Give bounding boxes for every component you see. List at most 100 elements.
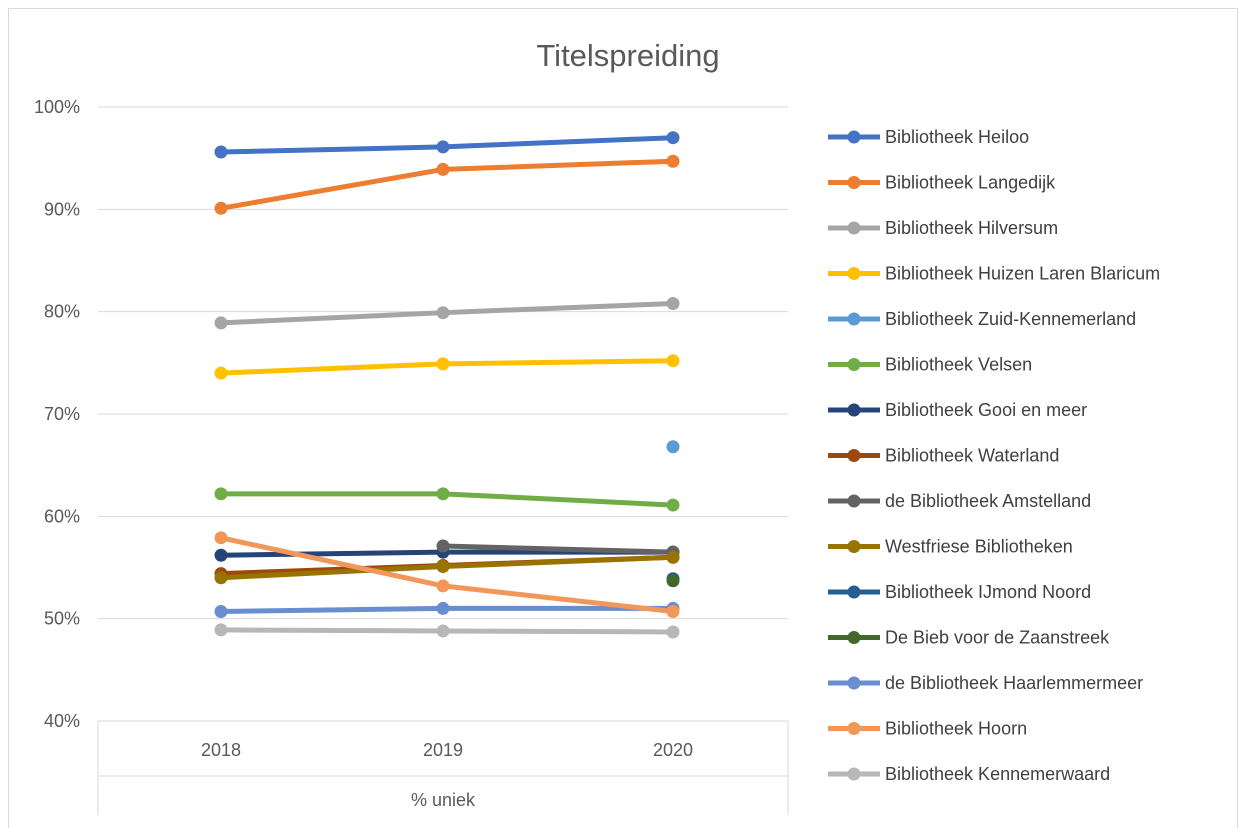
legend-swatch-marker [847,176,861,189]
x-axis-title: % uniek [411,790,476,810]
legend-label: Bibliotheek Hoorn [885,719,1027,739]
x-tick-label: 2019 [423,740,463,760]
data-point [436,559,450,573]
chart-title: Titelspreiding [536,38,719,73]
legend-item: Bibliotheek Velsen [828,355,1032,375]
legend-label: Bibliotheek Huizen Laren Blaricum [885,264,1160,284]
legend-swatch-marker [847,540,861,553]
series-0 [214,131,680,159]
legend-swatch-marker [847,494,861,508]
data-point [666,154,680,168]
legend-label: Westfriese Bibliotheken [885,537,1073,557]
legend-label: Bibliotheek Velsen [885,355,1032,375]
data-point [214,605,228,619]
legend-item: de Bibliotheek Haarlemmermeer [828,673,1143,693]
legend-swatch-marker [847,312,861,326]
data-point [436,357,450,371]
legend-label: Bibliotheek IJmond Noord [885,582,1091,602]
legend-label: De Bieb voor de Zaanstreek [885,628,1110,648]
data-point [436,306,450,320]
legend-swatch-marker [847,267,861,280]
legend-swatch-marker [847,449,861,462]
y-tick-label: 40% [44,711,80,731]
data-point [436,539,450,553]
series-9 [214,550,680,585]
legend-label: Bibliotheek Langedijk [885,173,1056,193]
legend-swatch-marker [847,722,861,735]
legend-item: Bibliotheek Kennemerwaard [828,764,1110,784]
legend-label: de Bibliotheek Haarlemmermeer [885,673,1143,693]
data-point [214,201,228,215]
legend-swatch-marker [847,221,861,235]
data-point [214,487,228,501]
data-point [436,601,450,615]
y-tick-label: 90% [44,199,80,219]
legend: Bibliotheek Heiloo Bibliotheek Langedijk B… [828,127,1160,784]
legend-label: Bibliotheek Heiloo [885,127,1029,147]
legend-swatch-marker [847,358,861,371]
legend-swatch-marker [847,631,861,644]
data-point [214,531,228,545]
chart-area [8,8,1238,828]
data-point [214,145,228,159]
data-point [436,487,450,501]
legend-swatch-marker [847,676,861,690]
series-11 [666,574,680,588]
data-point [214,316,228,330]
series-2 [214,296,680,330]
legend-swatch-marker [847,767,861,781]
data-point [436,579,450,593]
legend-label: Bibliotheek Waterland [885,446,1059,466]
legend-label: Bibliotheek Zuid-Kennemerland [885,309,1136,329]
data-point [436,162,450,176]
legend-label: de Bibliotheek Amstelland [885,491,1091,511]
legend-label: Bibliotheek Gooi en meer [885,400,1087,420]
series-8 [436,539,680,559]
legend-item: Bibliotheek Langedijk [828,173,1056,193]
legend-label: Bibliotheek Hilversum [885,218,1058,238]
y-tick-label: 50% [44,609,80,629]
x-axis: % uniek 2018 2019 2020 [97,721,789,815]
legend-item: de Bibliotheek Amstelland [828,491,1091,511]
y-tick-label: 60% [44,506,80,526]
series-5 [214,487,680,512]
legend-swatch-marker [847,403,861,417]
legend-label: Bibliotheek Kennemerwaard [885,764,1110,784]
legend-item: Bibliotheek Zuid-Kennemerland [828,309,1136,329]
data-point [214,548,228,562]
legend-item: Westfriese Bibliotheken [828,537,1073,557]
data-point [436,624,450,638]
legend-item: Bibliotheek Waterland [828,446,1059,466]
legend-item: Bibliotheek Huizen Laren Blaricum [828,264,1160,284]
y-axis: 40% 50% 60% 70% 80% 90% 100% [34,97,80,731]
data-point [666,354,680,368]
legend-item: Bibliotheek Hilversum [828,218,1058,238]
data-point [666,625,680,639]
series-1 [214,154,680,215]
series-3 [214,354,680,380]
y-tick-label: 70% [44,404,80,424]
data-point [214,571,228,585]
series-4 [666,440,680,454]
data-point [666,550,680,564]
data-point [666,440,680,454]
data-point [666,296,680,310]
series-line [440,543,676,555]
series-14 [214,623,680,639]
data-point [214,623,228,637]
data-point [436,140,450,154]
x-tick-label: 2018 [201,740,241,760]
data-point [666,574,680,588]
plot-area [214,131,680,639]
data-point [214,366,228,380]
y-tick-label: 80% [44,302,80,322]
legend-swatch-marker [847,130,861,144]
x-tick-label: 2020 [653,740,693,760]
data-point [666,605,680,619]
legend-item: Bibliotheek Hoorn [828,719,1027,739]
data-point [666,131,680,145]
legend-item: Bibliotheek IJmond Noord [828,582,1091,602]
data-point [666,498,680,512]
legend-item: Bibliotheek Heiloo [828,127,1029,147]
